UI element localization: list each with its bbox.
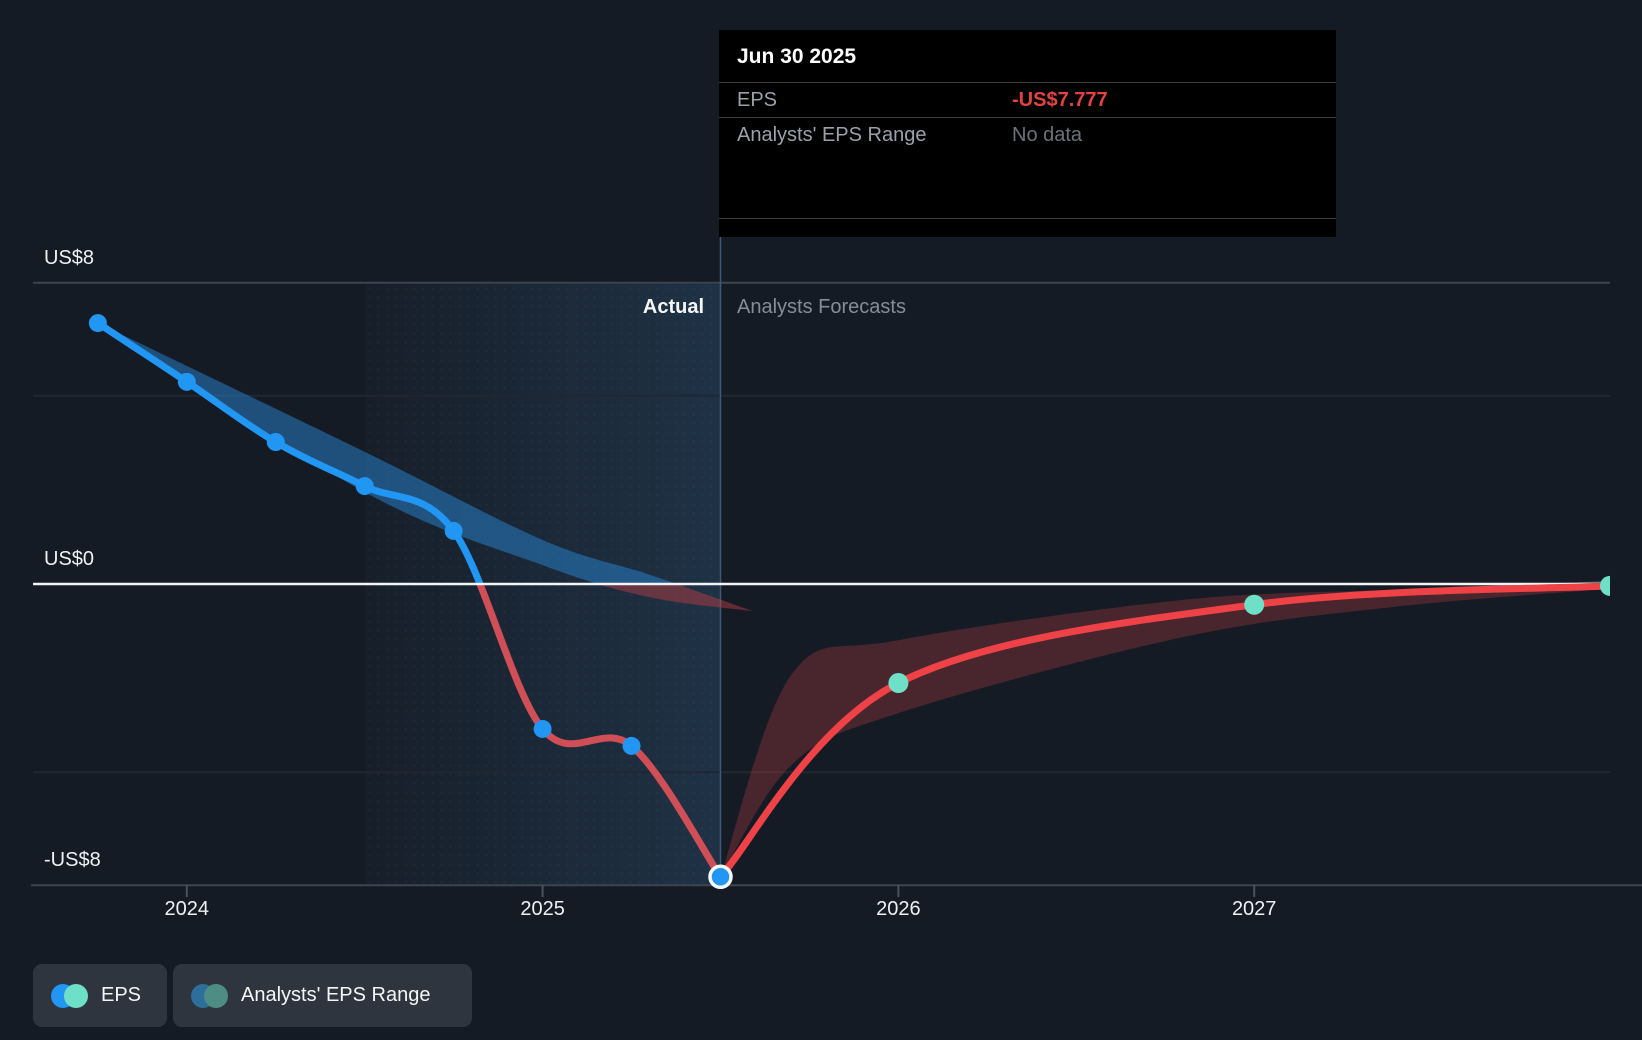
eps-actual-point bbox=[88, 314, 107, 333]
x-axis-label-2027: 2027 bbox=[1231, 898, 1277, 920]
actual-section-label: Actual bbox=[642, 296, 704, 318]
analysts-eps-range-forecast-below bbox=[720, 584, 1610, 877]
eps-actual-line-negative bbox=[476, 584, 724, 881]
eps-forecast-line bbox=[717, 582, 1610, 881]
x-axis-label-2026: 2026 bbox=[876, 898, 921, 920]
tooltip-date-title: Jun 30 2025 bbox=[737, 45, 857, 68]
tooltip-footer-divider bbox=[719, 218, 1336, 237]
eps-teal-dot-icon bbox=[64, 983, 88, 1008]
eps-actual-point bbox=[177, 372, 196, 391]
eps-actual-point bbox=[533, 719, 552, 738]
forecasts-section-label: Analysts Forecasts bbox=[737, 296, 906, 318]
eps-forecast-point bbox=[888, 673, 909, 694]
tooltip-range-value: No data bbox=[1012, 123, 1083, 146]
eps-actual-line bbox=[94, 319, 484, 584]
tooltip-eps-value: -US$7.777 bbox=[1012, 88, 1108, 111]
tooltip-row-range: Analysts' EPS Range No data bbox=[719, 117, 1336, 152]
tooltip-eps-label: EPS bbox=[737, 88, 778, 111]
legend-eps-label: EPS bbox=[101, 984, 142, 1006]
eps-actual-point bbox=[444, 521, 463, 540]
tooltip-row-eps: EPS -US$7.777 bbox=[719, 82, 1336, 117]
eps-forecast-point bbox=[1600, 575, 1610, 596]
range-legend-swatch bbox=[191, 983, 228, 1008]
analysts-eps-range-past-above bbox=[97, 323, 677, 584]
range-teal-dot-icon bbox=[204, 983, 228, 1008]
eps-legend-swatch bbox=[51, 983, 88, 1008]
eps-selected-point bbox=[708, 864, 733, 890]
eps-forecast-point bbox=[1244, 594, 1265, 615]
chart-tooltip: Jun 30 2025 EPS -US$7.777 Analysts' EPS … bbox=[719, 30, 1336, 237]
y-axis-label--US8: -US$8 bbox=[44, 849, 101, 872]
legend-chip-eps[interactable]: EPS bbox=[33, 964, 167, 1027]
tooltip-spacer bbox=[719, 152, 1336, 218]
legend-chip-analysts-eps-range[interactable]: Analysts' EPS Range bbox=[173, 964, 472, 1027]
eps-actual-point bbox=[355, 477, 374, 496]
gridlines bbox=[31, 281, 1642, 897]
y-axis-label-US0: US$0 bbox=[44, 548, 95, 570]
x-axis-label-2025: 2025 bbox=[520, 898, 565, 920]
legend-range-label: Analysts' EPS Range bbox=[241, 984, 431, 1006]
y-axis-label-US8: US$8 bbox=[44, 246, 95, 269]
analysts-eps-range-past-below bbox=[597, 584, 753, 612]
eps-actual-point bbox=[622, 736, 641, 755]
tooltip-range-label: Analysts' EPS Range bbox=[737, 123, 927, 146]
eps-actual-point bbox=[266, 433, 285, 452]
x-axis-label-2024: 2024 bbox=[164, 898, 210, 920]
